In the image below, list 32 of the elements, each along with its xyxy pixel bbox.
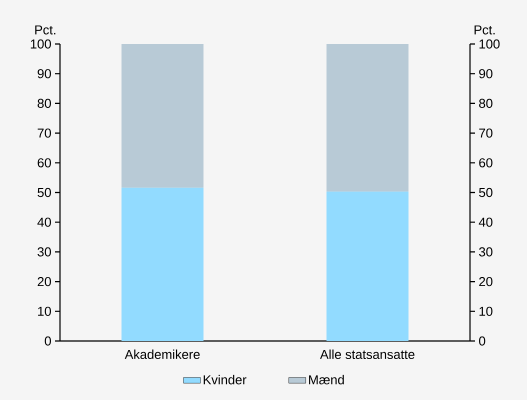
- bar: [326, 44, 409, 192]
- x-tick-label: Alle statsansatte: [320, 350, 414, 360]
- y2-tick-label: 60: [479, 158, 492, 168]
- y2-tick-label: 0: [479, 336, 486, 346]
- y2-tick-label: 90: [479, 69, 492, 78]
- y-tick-label: 90: [38, 69, 51, 78]
- legend-label: Mænd: [309, 374, 344, 384]
- y2-tick-label: 70: [479, 128, 492, 138]
- y-tick-label: 60: [38, 158, 51, 168]
- y2-tick-label: 20: [479, 277, 492, 286]
- bar: [122, 188, 204, 341]
- y2-tick-label: 40: [478, 218, 492, 227]
- y2-tick-label: 100: [480, 39, 500, 49]
- y2-axis-title: Pct.: [474, 25, 495, 34]
- bar: [326, 192, 409, 341]
- y2-tick-label: 30: [479, 247, 492, 256]
- y-tick-label: 50: [38, 188, 51, 198]
- y-tick-label: 80: [38, 98, 51, 108]
- x-tick-label: Akademikere: [124, 350, 200, 360]
- y-tick-label: 0: [44, 336, 51, 346]
- bar: [122, 44, 204, 188]
- y-tick-label: 100: [30, 39, 51, 49]
- y-tick-label: 20: [38, 277, 51, 286]
- y-tick-label: 10: [38, 306, 51, 316]
- y-tick-label: 30: [38, 247, 51, 256]
- y-tick-label: 70: [38, 128, 51, 138]
- y2-tick-label: 80: [479, 98, 492, 108]
- y-axis-title: Pct.: [35, 25, 56, 34]
- legend-label: Kvinder: [204, 374, 246, 384]
- y2-tick-label: 50: [479, 188, 492, 198]
- y2-tick-label: 10: [480, 306, 492, 316]
- y-tick-label: 40: [37, 218, 51, 227]
